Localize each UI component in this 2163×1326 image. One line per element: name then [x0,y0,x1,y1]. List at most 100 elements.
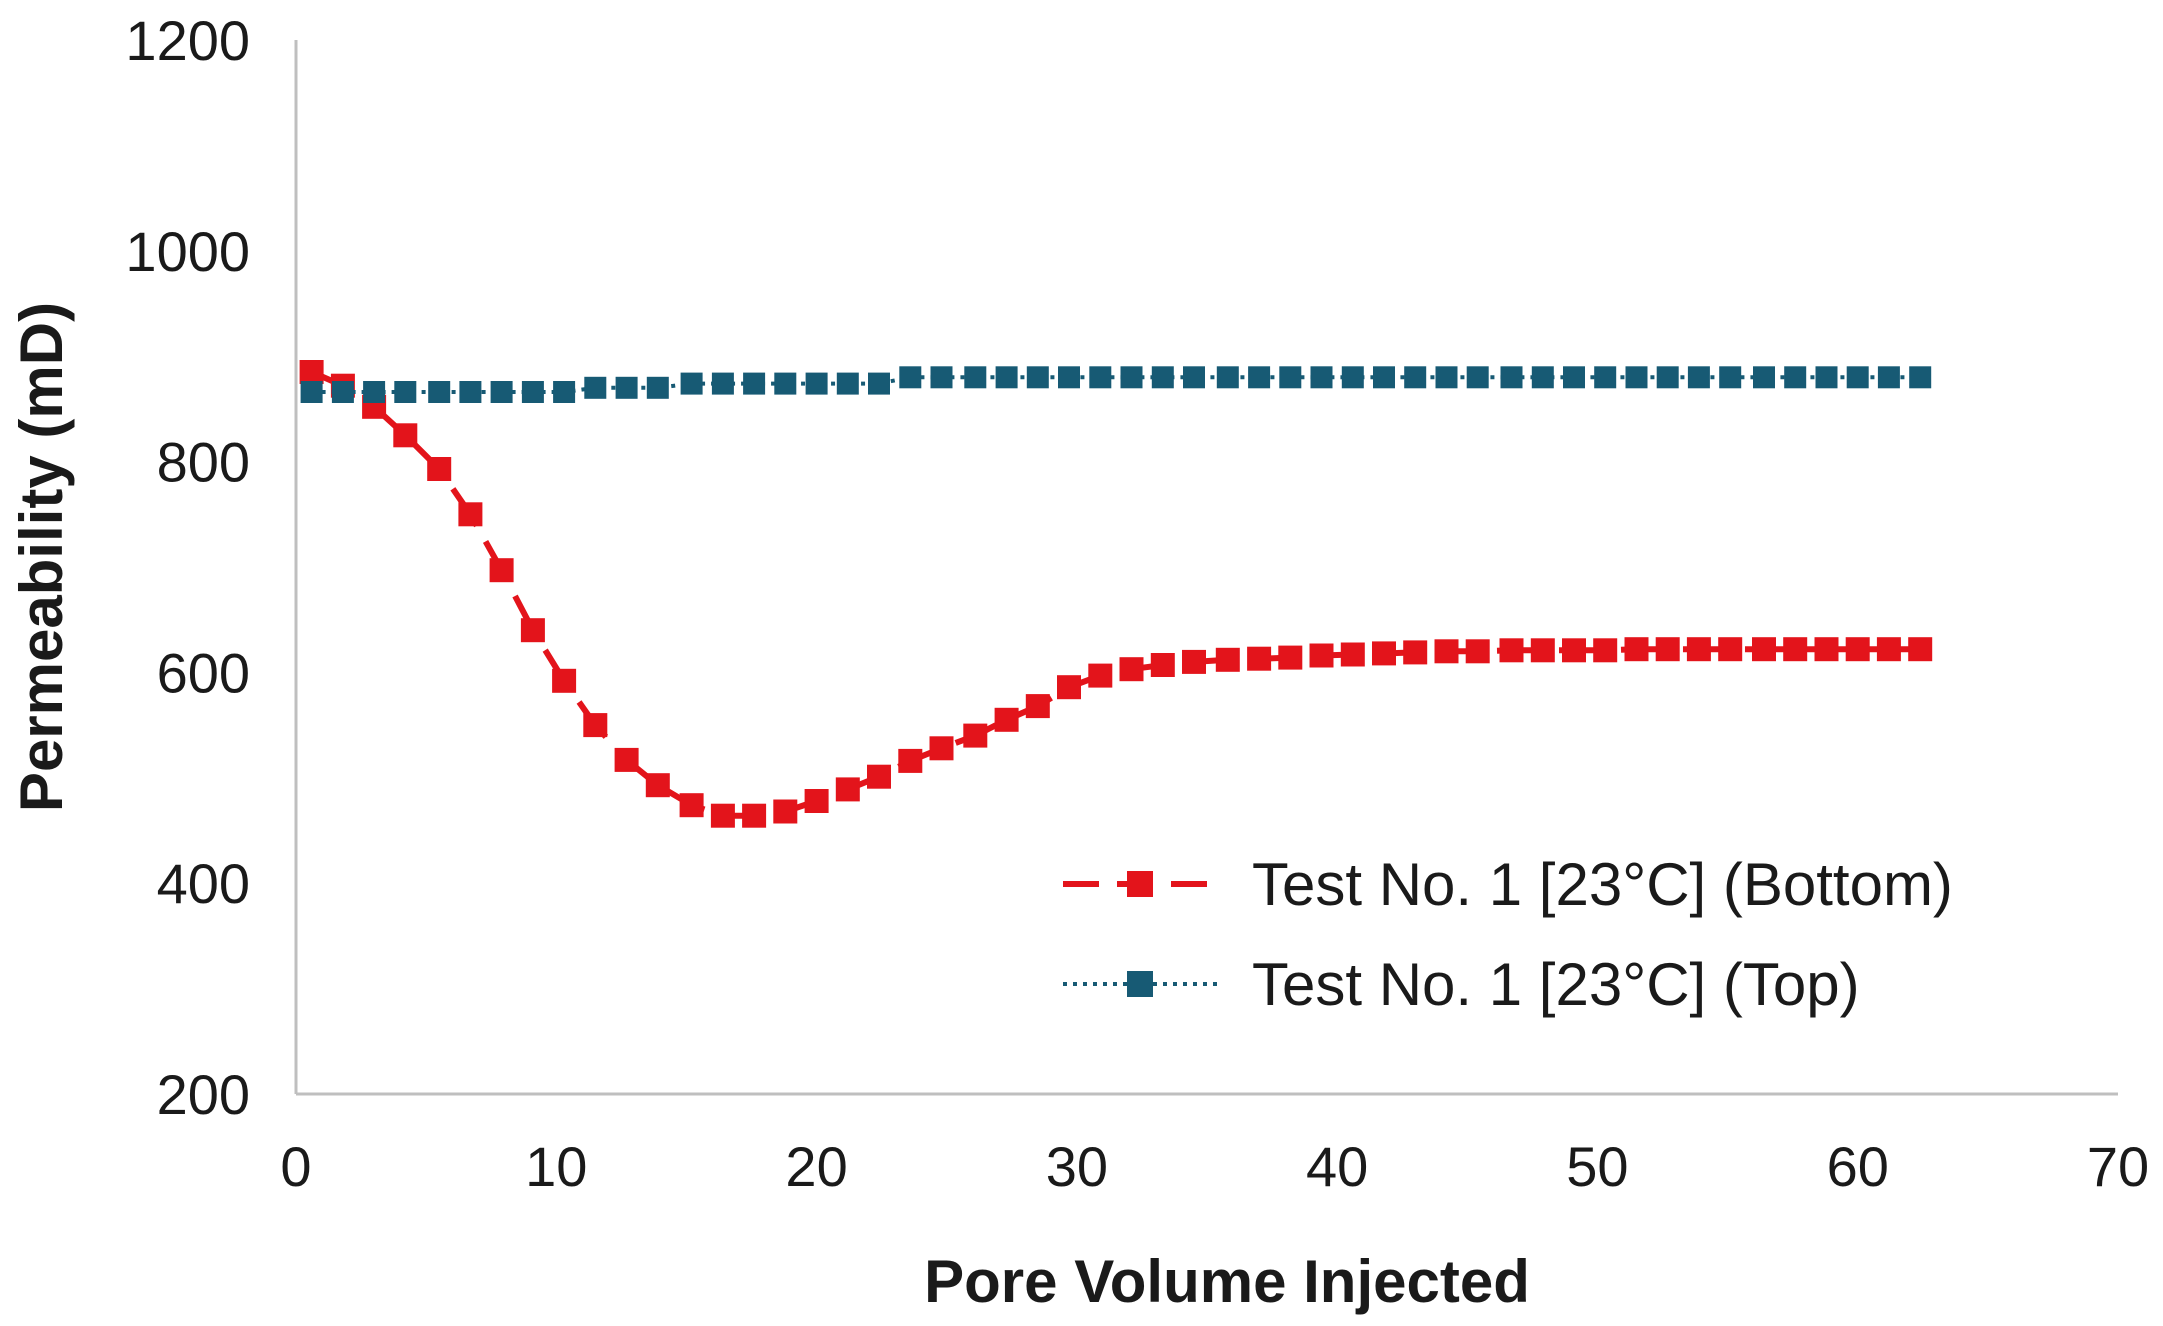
data-point [743,372,766,395]
data-point [1784,366,1807,389]
data-point [1248,366,1271,389]
data-point [1593,638,1618,663]
x-tick-label: 20 [785,1135,847,1198]
data-point [584,376,607,399]
data-point [1404,366,1427,389]
data-point [868,372,890,395]
data-point [1279,366,1302,389]
data-point [1120,366,1143,389]
data-point [1150,653,1175,677]
data-point [804,789,829,813]
data-point [459,381,482,403]
data-point [964,366,987,389]
data-point [1752,637,1776,662]
plot-area: 0 10 20 30 40 50 60 70 200 400 600 800 1000 1200 [125,9,2149,1198]
y-tick-label: 600 [157,641,250,704]
data-point [1563,366,1585,389]
data-point [1057,675,1081,700]
data-point [1340,642,1365,667]
data-point [1025,694,1050,719]
data-point [1845,637,1870,662]
data-point [1058,366,1080,389]
y-tick-label: 800 [157,431,250,494]
data-point [1687,366,1710,389]
data-point [1310,366,1333,389]
series-line [310,369,1921,819]
y-tick-label: 200 [157,1063,250,1126]
data-point [1625,366,1648,389]
data-point [679,793,704,818]
x-axis-title: Pore Volume Injected [924,1248,1530,1315]
data-point [1372,641,1396,666]
data-point [1026,366,1049,389]
data-point [836,372,859,395]
data-point [1531,366,1554,389]
data-point [995,366,1018,389]
data-point [1783,637,1808,662]
legend-marker-top [1127,971,1153,997]
data-point [1183,366,1205,389]
legend: Test No. 1 [23°C] (Bottom) Test No. 1 [2… [1063,851,1953,1018]
data-point [1434,639,1459,664]
y-tick-label: 400 [157,852,250,915]
series-layer [299,360,1933,828]
data-point [520,618,545,643]
data-point [1624,637,1649,662]
data-point [1216,366,1239,389]
series-top [300,366,1932,403]
data-point [711,372,734,395]
data-point [1341,366,1364,389]
data-point [552,668,577,693]
data-point [428,381,451,403]
data-point [1562,638,1586,663]
data-point [427,457,452,481]
data-point [1814,637,1839,662]
data-point [614,747,639,772]
data-point [1753,366,1775,389]
data-point [1656,366,1679,389]
data-point [1278,645,1303,670]
data-point [1215,647,1240,672]
data-point [553,381,576,403]
data-point [489,558,514,583]
y-tick-label: 1000 [125,220,250,283]
data-point [1182,649,1206,674]
x-tick-label: 30 [1046,1135,1108,1198]
legend-item-bottom: Test No. 1 [23°C] (Bottom) [1063,851,1953,918]
data-point [393,423,418,448]
data-point [1909,366,1932,389]
x-tick-label: 60 [1827,1135,1889,1198]
y-tick-labels: 200 400 600 800 1000 1200 [125,9,250,1126]
data-point [1465,639,1490,664]
data-point [1908,637,1933,662]
data-point [1119,657,1144,682]
series-line [311,375,1921,394]
data-point [1594,366,1617,389]
data-point [1655,637,1680,662]
data-point [680,372,703,395]
data-point [710,803,735,828]
data-point [1846,366,1869,389]
data-point [300,381,323,403]
data-point [1435,366,1458,389]
series-bottom [299,360,1933,828]
data-point [805,372,828,395]
data-point [331,381,354,403]
data-point [394,381,417,403]
legend-label-top: Test No. 1 [23°C] (Top) [1252,951,1860,1018]
data-point [645,773,670,798]
data-point [1718,637,1743,662]
data-point [1815,366,1838,389]
data-point [835,777,860,802]
data-point [773,799,798,824]
x-tick-label: 0 [280,1135,311,1198]
x-tick-labels: 0 10 20 30 40 50 60 70 [280,1135,2149,1198]
data-point [1877,366,1900,389]
data-point [521,381,544,403]
data-point [1309,643,1334,668]
data-point [899,366,922,389]
data-point [615,376,638,399]
data-point [299,360,324,384]
legend-label-bottom: Test No. 1 [23°C] (Bottom) [1252,851,1953,918]
